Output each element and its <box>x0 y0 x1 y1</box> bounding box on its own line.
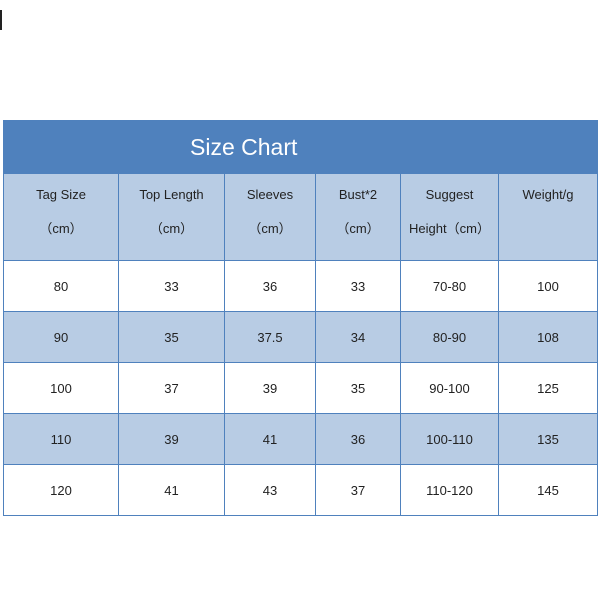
table-cell: 33 <box>315 260 401 312</box>
header-line2: （cm） <box>149 221 194 236</box>
table-cell: 34 <box>315 311 401 363</box>
header-line1: Weight/g <box>522 187 574 202</box>
table-cell: 110-120 <box>400 464 499 516</box>
table-row: 110 39 41 36 100-110 135 <box>3 413 598 465</box>
table-cell: 80 <box>3 260 119 312</box>
table-cell: 145 <box>498 464 598 516</box>
header-line1: Suggest <box>425 187 474 202</box>
table-cell: 100 <box>498 260 598 312</box>
table-cell: 37.5 <box>224 311 316 363</box>
table-cell: 100 <box>3 362 119 414</box>
header-row: Tag Size （cm） Top Length （cm） Sleeves （cm） Bus… <box>3 173 598 261</box>
header-line1: Bust*2 <box>338 187 378 202</box>
table-cell: 80-90 <box>400 311 499 363</box>
table-cell: 39 <box>224 362 316 414</box>
header-line2: Height（cm） <box>409 221 490 236</box>
table-cell: 35 <box>118 311 225 363</box>
column-header: Weight/g <box>498 173 598 261</box>
table-cell: 41 <box>224 413 316 465</box>
table-cell: 43 <box>224 464 316 516</box>
table-cell: 90-100 <box>400 362 499 414</box>
table-title: Size Chart <box>3 120 598 174</box>
table-cell: 125 <box>498 362 598 414</box>
table-cell: 37 <box>315 464 401 516</box>
table-cell: 41 <box>118 464 225 516</box>
column-header: Sleeves （cm） <box>224 173 316 261</box>
table-cell: 33 <box>118 260 225 312</box>
table-cell: 39 <box>118 413 225 465</box>
table-cell: 100-110 <box>400 413 499 465</box>
size-chart-table: Size Chart Tag Size （cm） Top Length （cm） Sle… <box>3 120 598 516</box>
column-header: Suggest Height（cm） <box>400 173 499 261</box>
header-line2: （cm） <box>248 221 292 236</box>
table-row: 120 41 43 37 110-120 145 <box>3 464 598 516</box>
table-row: 90 35 37.5 34 80-90 108 <box>3 311 598 363</box>
table-cell: 36 <box>224 260 316 312</box>
table-cell: 36 <box>315 413 401 465</box>
table-cell: 120 <box>3 464 119 516</box>
table-cell: 110 <box>3 413 119 465</box>
table-row: 80 33 36 33 70-80 100 <box>3 260 598 312</box>
table-cell: 70-80 <box>400 260 499 312</box>
header-line1: Tag Size <box>36 187 86 202</box>
header-line1: Sleeves <box>246 187 294 202</box>
table-cell: 90 <box>3 311 119 363</box>
table-row: 100 37 39 35 90-100 125 <box>3 362 598 414</box>
table-cell: 135 <box>498 413 598 465</box>
header-line2: （cm） <box>39 221 83 236</box>
column-header: Tag Size （cm） <box>3 173 119 261</box>
header-line2: （cm） <box>336 221 380 236</box>
table-cell: 108 <box>498 311 598 363</box>
table-cell: 37 <box>118 362 225 414</box>
column-header: Top Length （cm） <box>118 173 225 261</box>
column-header: Bust*2 （cm） <box>315 173 401 261</box>
table-cell: 35 <box>315 362 401 414</box>
edge-mark <box>0 10 2 30</box>
header-line1: Top Length <box>139 187 204 202</box>
